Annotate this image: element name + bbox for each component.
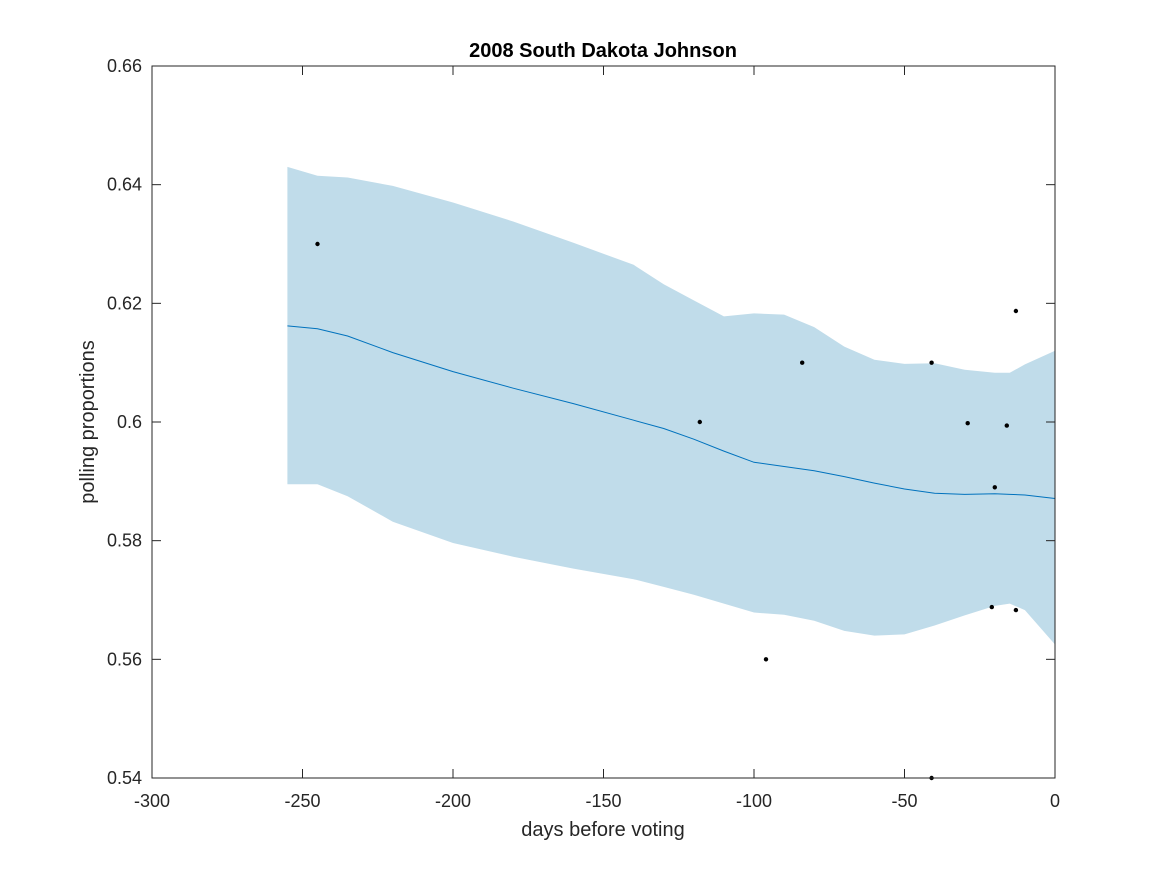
poll-point — [800, 360, 805, 365]
chart-title: 2008 South Dakota Johnson — [469, 40, 737, 62]
poll-point — [929, 360, 934, 365]
y-tick-label: 0.6 — [117, 412, 142, 432]
poll-point — [992, 485, 997, 490]
x-tick-label: -100 — [736, 791, 772, 811]
x-tick-label: -250 — [284, 791, 320, 811]
y-axis-label: polling proportions — [77, 340, 99, 503]
poll-point — [1013, 308, 1019, 314]
poll-point — [697, 419, 702, 425]
x-tick-label: 0 — [1050, 791, 1060, 811]
y-tick-label: 0.66 — [107, 56, 142, 76]
y-tick-label: 0.56 — [107, 649, 142, 669]
x-axis-label: days before voting — [521, 819, 684, 841]
x-tick-label: -300 — [134, 791, 170, 811]
x-tick-label: -150 — [585, 791, 621, 811]
x-tick-label: -50 — [891, 791, 917, 811]
mean-line-layer — [287, 325, 1056, 499]
poll-point — [965, 421, 970, 426]
poll-point — [989, 604, 994, 610]
y-tick-label: 0.58 — [107, 531, 142, 551]
x-axis-ticks: -300 -250 -200 -150 -100 -50 0 — [134, 66, 1060, 811]
confidence-band — [287, 166, 1055, 645]
y-tick-label: 0.62 — [107, 293, 142, 313]
poll-points-layer — [315, 241, 1019, 781]
poll-point — [1004, 423, 1009, 428]
confidence-band-layer — [287, 166, 1055, 645]
y-tick-label: 0.64 — [107, 175, 142, 195]
x-tick-label: -200 — [435, 791, 471, 811]
y-tick-label: 0.54 — [107, 768, 142, 788]
poll-point — [315, 241, 320, 247]
poll-point — [763, 657, 769, 662]
y-axis-ticks: 0.54 0.56 0.58 0.6 0.62 0.64 0.66 — [107, 56, 1055, 788]
poll-point — [1013, 607, 1019, 613]
mean-line — [287, 325, 1056, 499]
